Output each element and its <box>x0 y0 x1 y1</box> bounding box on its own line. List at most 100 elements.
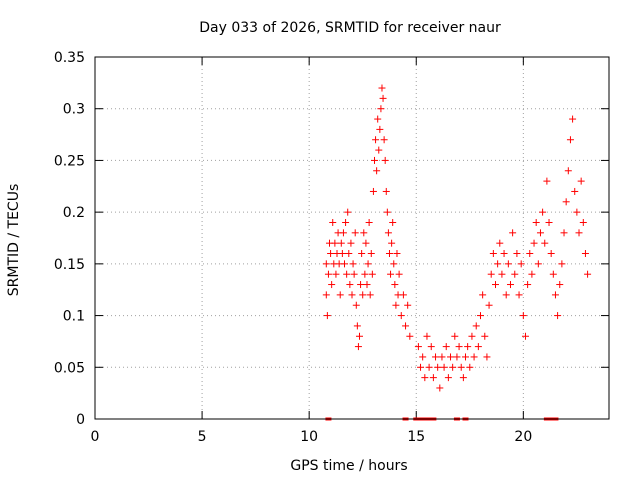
data-point <box>417 363 425 371</box>
data-point <box>447 353 455 361</box>
data-point <box>378 84 386 92</box>
data-point <box>500 250 508 258</box>
data-point <box>348 291 356 299</box>
data-point <box>331 239 339 247</box>
data-point <box>479 291 487 299</box>
data-point <box>427 343 435 351</box>
plot-frame <box>94 56 610 420</box>
data-point <box>491 281 499 289</box>
data-point <box>388 239 396 247</box>
data-point <box>519 312 527 320</box>
data-point <box>355 332 363 340</box>
data-point <box>363 281 371 289</box>
data-point <box>419 353 427 361</box>
data-point <box>511 270 519 278</box>
data-point <box>554 312 562 320</box>
data-point <box>462 353 470 361</box>
data-point <box>380 136 388 144</box>
data-point <box>368 270 376 278</box>
data-point <box>581 250 589 258</box>
data-point <box>393 250 401 258</box>
y-axis-label: SRMTID / TECUs <box>6 184 22 297</box>
data-point <box>579 218 587 226</box>
data-point <box>564 167 572 175</box>
data-point <box>474 343 482 351</box>
data-point <box>526 250 534 258</box>
data-point <box>384 229 392 237</box>
data-point <box>344 208 352 216</box>
data-point <box>324 270 332 278</box>
data-point <box>372 136 380 144</box>
data-point <box>577 177 585 185</box>
data-point <box>477 312 484 320</box>
data-point <box>395 270 403 278</box>
data-point <box>549 270 557 278</box>
data-point <box>347 239 355 247</box>
data-point <box>381 156 389 164</box>
data-point <box>367 250 375 258</box>
data-point <box>370 156 378 164</box>
data-point <box>485 301 493 309</box>
data-point <box>414 343 422 351</box>
data-point <box>498 270 506 278</box>
data-point <box>532 218 540 226</box>
data-point <box>517 260 525 268</box>
data-point <box>360 229 368 237</box>
data-point <box>444 374 452 382</box>
data-point <box>358 250 366 258</box>
y-tick-label: 0 <box>76 412 85 428</box>
data-point <box>457 363 465 371</box>
data-point <box>399 291 407 299</box>
data-point <box>494 260 502 268</box>
data-point <box>345 250 353 258</box>
data-point <box>365 218 373 226</box>
data-point <box>547 250 555 258</box>
data-point <box>515 291 523 299</box>
data-point <box>377 105 385 113</box>
data-point <box>404 301 412 309</box>
data-point <box>449 363 457 371</box>
data-point <box>560 229 568 237</box>
x-axis-label: GPS time / hours <box>290 458 407 474</box>
data-point <box>361 270 369 278</box>
data-point <box>375 146 383 154</box>
data-point <box>406 332 414 340</box>
data-point <box>336 291 344 299</box>
data-point <box>349 260 357 268</box>
axis-ticks: 0 0.05 0.1 0.15 0.2 0.25 0.3 0.35 0 5 10 15 20 <box>54 50 609 445</box>
data-point <box>569 115 577 123</box>
chart-title: Day 033 of 2026, SRMTID for receiver nau… <box>199 20 501 36</box>
data-point <box>536 229 544 237</box>
data-point <box>322 291 330 299</box>
data-point <box>425 363 433 371</box>
data-point <box>551 291 559 299</box>
data-point <box>389 218 397 226</box>
data-point <box>543 177 551 185</box>
y-tick-label: 0.3 <box>63 102 85 118</box>
data-point <box>337 239 345 247</box>
data-point <box>387 270 395 278</box>
data-point <box>369 187 377 195</box>
data-point <box>513 250 521 258</box>
data-point <box>390 260 398 268</box>
grid <box>95 57 609 419</box>
data-point <box>432 353 440 361</box>
data-point <box>558 260 566 268</box>
data-point <box>524 281 532 289</box>
data-point <box>323 312 331 320</box>
data-point <box>359 291 367 299</box>
data-point <box>352 301 360 309</box>
y-tick-label: 0.05 <box>54 360 85 376</box>
data-point <box>451 332 459 340</box>
data-point <box>521 332 529 340</box>
data-point <box>374 115 382 123</box>
data-point <box>343 270 351 278</box>
data-point <box>438 353 446 361</box>
data-point <box>350 270 358 278</box>
data-point <box>379 94 387 102</box>
data-point <box>571 187 579 195</box>
data-point <box>470 353 478 361</box>
data-point <box>530 239 538 247</box>
data-point <box>382 187 390 195</box>
